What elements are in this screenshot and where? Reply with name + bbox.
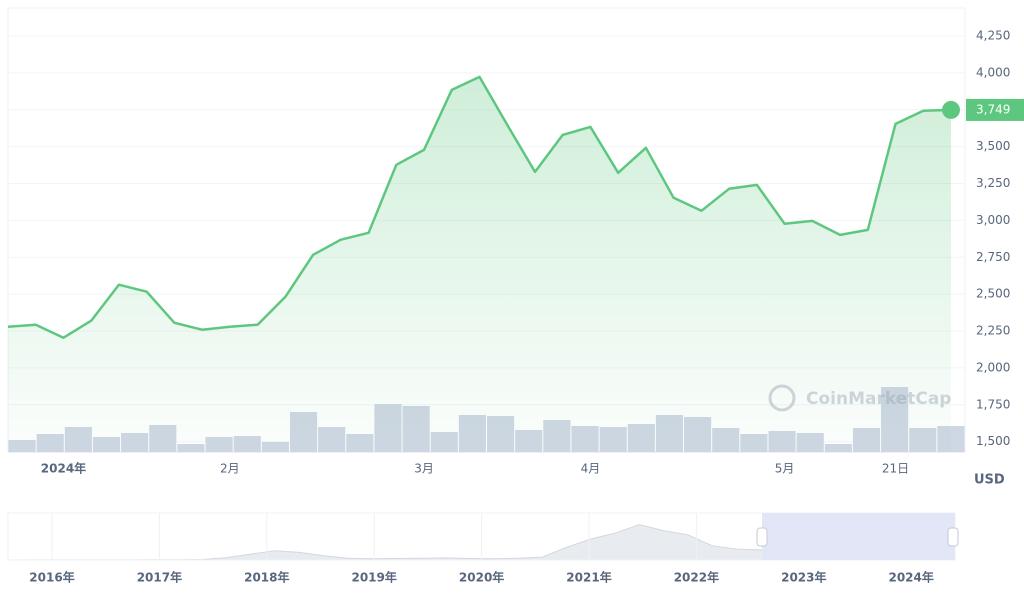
navigator-handle[interactable] [947,527,959,547]
navigator-year: 2021年 [566,570,611,585]
watermark: CoinMarketCap [768,384,951,412]
y-tick-label: 2,250 [976,324,1010,338]
navigator-year: 2016年 [29,570,74,585]
y-tick-label: 3,000 [976,213,1010,227]
area-fill [8,76,951,453]
x-tick-label: 21日 [882,462,909,476]
y-tick-label: 2,750 [976,250,1010,264]
y-tick-label: 1,500 [976,434,1010,448]
y-tick-label: 4,250 [976,29,1010,43]
navigator-year: 2018年 [244,570,289,585]
x-tick-label: 5月 [775,462,795,476]
x-tick-label: 2024年 [41,461,86,476]
y-tick-label: 2,000 [976,360,1010,374]
navigator-year: 2023年 [781,570,826,585]
y-tick-label: 4,000 [976,65,1010,79]
y-unit: USD [974,473,1005,488]
navigator-year: 2022年 [674,570,719,585]
y-tick-label: 1,750 [976,397,1010,411]
price-label-box [966,98,1024,121]
x-tick-label: 2月 [220,462,240,476]
price-line [7,75,952,339]
last-point [942,100,960,119]
price-label: 3,749 [976,102,1010,116]
x-tick-label: 3月 [414,462,434,476]
watermark-text: CoinMarketCap [806,389,951,409]
y-tick-label: 3,250 [976,176,1010,190]
watermark-icon [768,384,796,412]
navigator-year: 2020年 [459,570,504,585]
navigator-year: 2017年 [137,570,182,585]
y-tick-label: 3,500 [976,139,1010,153]
y-tick-label: 2,500 [976,287,1010,301]
navigator-handle[interactable] [756,527,768,547]
x-tick-label: 4月 [581,462,601,476]
navigator-year: 2019年 [351,570,396,585]
navigator-window[interactable] [762,513,955,560]
navigator-year: 2024年 [888,570,933,585]
